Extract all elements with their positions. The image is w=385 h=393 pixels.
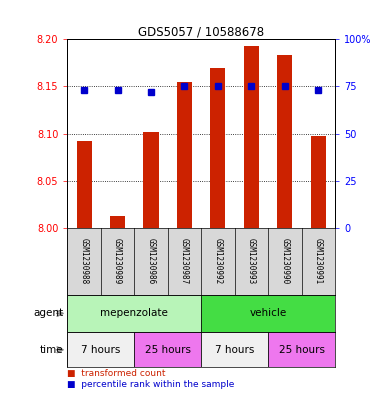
Bar	[134, 332, 201, 367]
Text: ■  transformed count: ■ transformed count	[67, 369, 166, 378]
Bar	[67, 332, 134, 367]
Text: GSM1230991: GSM1230991	[314, 238, 323, 285]
Bar	[110, 216, 125, 228]
Text: 7 hours: 7 hours	[215, 345, 254, 355]
Bar	[77, 141, 92, 228]
Bar	[210, 68, 225, 228]
Text: 25 hours: 25 hours	[145, 345, 191, 355]
Text: mepenzolate: mepenzolate	[100, 309, 168, 318]
Text: GSM1230990: GSM1230990	[280, 238, 289, 285]
Text: 25 hours: 25 hours	[278, 345, 325, 355]
Text: time: time	[40, 345, 64, 355]
Text: 7 hours: 7 hours	[81, 345, 121, 355]
Text: GSM1230993: GSM1230993	[247, 238, 256, 285]
Bar	[311, 136, 326, 228]
Text: GSM1230986: GSM1230986	[146, 238, 156, 285]
Bar	[201, 295, 335, 332]
Text: GSM1230987: GSM1230987	[180, 238, 189, 285]
Bar	[244, 46, 259, 228]
Text: GSM1230989: GSM1230989	[113, 238, 122, 285]
Bar	[144, 132, 159, 228]
Bar	[67, 295, 201, 332]
Bar	[268, 332, 335, 367]
Title: GDS5057 / 10588678: GDS5057 / 10588678	[138, 25, 264, 38]
Bar	[277, 55, 292, 228]
Text: vehicle: vehicle	[249, 309, 287, 318]
Text: GSM1230992: GSM1230992	[213, 238, 223, 285]
Text: GSM1230988: GSM1230988	[80, 238, 89, 285]
Bar	[201, 332, 268, 367]
Bar	[177, 82, 192, 228]
Text: agent: agent	[33, 309, 64, 318]
Text: ■  percentile rank within the sample: ■ percentile rank within the sample	[67, 380, 235, 389]
